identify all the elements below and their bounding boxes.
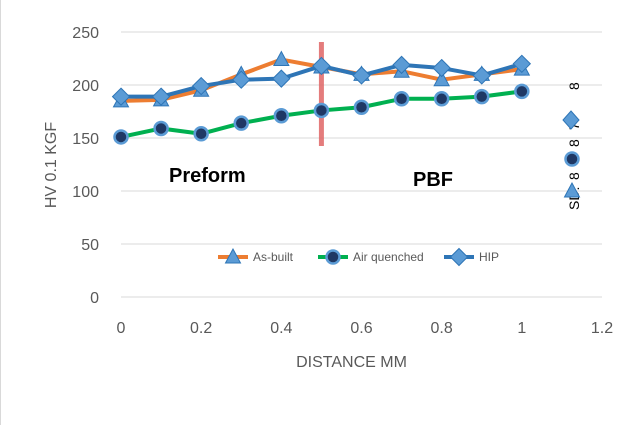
data-point-air-quenched bbox=[313, 102, 330, 119]
data-point-hip bbox=[312, 56, 331, 76]
legend: As-built Air quenched HIP bbox=[218, 247, 499, 267]
data-point-air-quenched bbox=[433, 91, 450, 107]
x-tick-label: 1 bbox=[517, 320, 526, 337]
preform-label: Preform bbox=[169, 165, 246, 187]
data-point-hip bbox=[111, 87, 131, 106]
data-point-as-built bbox=[272, 50, 290, 67]
data-point-hip bbox=[472, 66, 491, 85]
data-point-air-quenched bbox=[514, 83, 530, 100]
legend-label: Air quenched bbox=[353, 250, 424, 264]
legend-marker bbox=[325, 249, 341, 265]
x-tick-label: 1.2 bbox=[591, 320, 613, 337]
sd-value: 8 bbox=[566, 82, 582, 90]
legend-label: HIP bbox=[479, 250, 499, 264]
sd-diamond-marker bbox=[562, 110, 580, 130]
legend-marker bbox=[449, 247, 469, 267]
x-tick-label: 0.4 bbox=[270, 320, 292, 337]
data-point-hip bbox=[272, 69, 291, 88]
data-point-air-quenched bbox=[353, 99, 370, 116]
x-axis-title: DISTANCE MM bbox=[296, 354, 407, 371]
data-point-air-quenched bbox=[153, 120, 169, 137]
legend-marker bbox=[224, 247, 242, 264]
y-tick-label: 50 bbox=[81, 237, 99, 254]
data-point-as-built bbox=[433, 70, 451, 87]
sd-value: 8 bbox=[566, 172, 582, 180]
data-point-hip bbox=[151, 87, 171, 106]
y-tick-label: 150 bbox=[72, 131, 99, 148]
data-point-hip bbox=[352, 66, 371, 85]
y-tick-label: 250 bbox=[72, 25, 99, 42]
sd-value: 8 bbox=[566, 139, 582, 147]
data-point-hip bbox=[512, 54, 532, 74]
data-point-air-quenched bbox=[273, 107, 290, 124]
x-tick-label: 0 bbox=[117, 320, 126, 337]
x-tick-label: 0.6 bbox=[350, 320, 372, 337]
series-layer bbox=[111, 50, 532, 145]
data-point-air-quenched bbox=[193, 126, 209, 142]
data-point-air-quenched bbox=[113, 129, 129, 145]
data-point-hip bbox=[392, 55, 411, 75]
pbf-label: PBF bbox=[413, 169, 453, 191]
sd-triangle-marker bbox=[563, 181, 581, 198]
y-tick-label: 200 bbox=[72, 78, 99, 95]
axes: 0 50 100 150 200 250 0 0.2 0.4 0.6 0.8 1 1.2 DISTANCE… bbox=[43, 25, 613, 371]
data-point-air-quenched bbox=[393, 91, 410, 107]
data-point-air-quenched bbox=[233, 115, 249, 131]
y-tick-label: 100 bbox=[72, 184, 99, 201]
data-point-hip bbox=[232, 70, 251, 89]
data-point-air-quenched bbox=[474, 88, 490, 105]
x-tick-label: 0.8 bbox=[431, 320, 453, 337]
data-point-hip bbox=[191, 76, 211, 96]
x-tick-label: 0.2 bbox=[190, 320, 212, 337]
y-tick-label: 0 bbox=[90, 290, 99, 307]
y-axis-title: HV 0.1 KGF bbox=[43, 122, 60, 208]
data-point-hip bbox=[432, 58, 451, 78]
sd-circle-marker bbox=[564, 151, 580, 167]
legend-label: As-built bbox=[253, 250, 294, 264]
